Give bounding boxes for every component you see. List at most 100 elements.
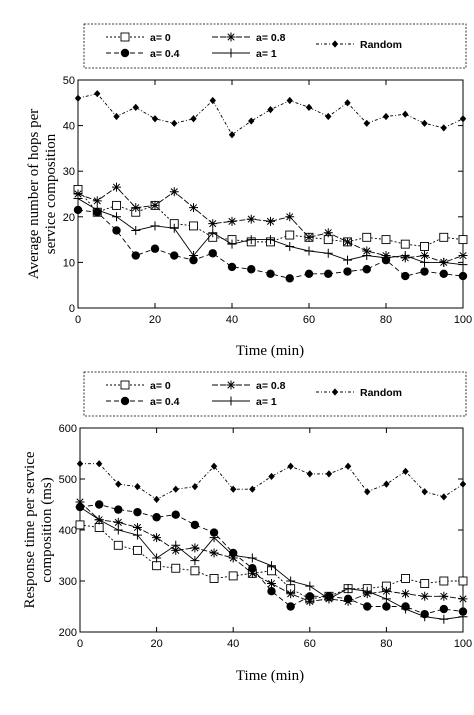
legend: a= 0 a= 0.4 a= 0.8 a= 1 Random	[83, 371, 467, 417]
data-point	[189, 251, 198, 261]
data-point	[439, 576, 449, 586]
data-point	[323, 248, 333, 258]
x-tick-label: 60	[303, 314, 315, 326]
data-point	[439, 257, 449, 267]
data-point	[323, 228, 333, 238]
data-point	[364, 488, 371, 496]
data-point	[171, 119, 178, 127]
data-point	[343, 237, 352, 247]
data-point	[381, 586, 391, 596]
data-point	[75, 497, 85, 507]
data-point	[362, 251, 372, 261]
data-point	[420, 591, 430, 601]
data-point	[285, 212, 295, 222]
data-point	[304, 269, 314, 278]
series-a-0-8	[75, 497, 468, 606]
data-point	[153, 495, 160, 503]
data-point	[440, 493, 448, 501]
legend-item: Random	[316, 39, 402, 51]
data-point	[344, 462, 352, 470]
data-point	[343, 267, 352, 276]
data-point	[92, 205, 102, 215]
series-a-1	[75, 502, 468, 624]
data-point	[362, 265, 371, 274]
data-point	[132, 530, 142, 540]
data-point	[267, 561, 276, 571]
y-tick-label: 200	[59, 627, 77, 639]
legend-item: a= 0.4	[106, 396, 180, 408]
data-point	[267, 106, 274, 114]
y-tick-label: 50	[63, 75, 75, 87]
data-point	[189, 255, 198, 265]
data-point	[75, 502, 85, 512]
data-point	[131, 225, 141, 235]
y-tick-label: 40	[63, 121, 75, 133]
chart-2: a= 0a= 0.4a= 0.8a= 1Random20030040050060…	[22, 371, 472, 684]
data-point	[227, 216, 237, 226]
data-point	[74, 94, 82, 102]
legend-marker	[226, 32, 236, 42]
legend-item: a= 0.4	[106, 48, 180, 60]
data-point	[227, 262, 237, 272]
data-point	[421, 119, 428, 127]
y-tick-label: 400	[59, 525, 77, 537]
data-point	[248, 117, 255, 125]
data-point	[248, 564, 257, 573]
data-point	[115, 480, 122, 488]
data-point	[134, 483, 141, 491]
data-point	[208, 219, 218, 229]
y-tick-label: 300	[59, 576, 77, 588]
legend-marker	[226, 396, 236, 406]
legend-label: a= 0	[150, 380, 171, 392]
legend-marker	[120, 396, 130, 406]
data-point	[324, 269, 333, 278]
data-point	[190, 566, 200, 576]
data-point	[169, 223, 179, 233]
data-point	[420, 251, 429, 261]
data-point	[401, 574, 410, 583]
data-point	[150, 221, 160, 231]
data-point	[362, 232, 372, 242]
data-point	[169, 187, 179, 197]
data-point	[171, 563, 181, 573]
data-point	[440, 124, 447, 132]
legend-label: a= 1	[256, 48, 277, 60]
data-point	[230, 485, 237, 493]
data-point	[420, 579, 430, 588]
data-point	[190, 520, 200, 530]
data-point	[267, 579, 276, 589]
data-point	[94, 500, 104, 509]
x-tick-label: 100	[454, 638, 472, 650]
data-point	[420, 612, 430, 622]
x-axis-title: Time (min)	[236, 343, 304, 359]
data-point	[305, 103, 313, 111]
data-point	[286, 589, 296, 599]
data-point	[458, 251, 468, 261]
data-point	[381, 594, 391, 604]
data-point	[266, 235, 275, 245]
legend-box	[83, 371, 467, 417]
data-point	[458, 271, 468, 281]
data-point	[73, 205, 83, 215]
data-point	[113, 525, 123, 535]
data-point	[172, 485, 179, 493]
data-point	[439, 591, 449, 601]
legend-item: a= 0	[106, 32, 171, 44]
data-point	[286, 96, 293, 105]
legend: a= 0 a= 0.4 a= 0.8 a= 1 Random	[83, 23, 467, 69]
legend-label: a= 0	[150, 32, 171, 44]
y-axis-title: Average number of hops perservice compos…	[26, 109, 59, 280]
data-point	[73, 194, 83, 204]
data-point	[268, 472, 275, 481]
legend-item: a= 0	[106, 380, 171, 392]
data-point	[246, 214, 256, 224]
data-point	[285, 230, 295, 240]
data-point	[304, 246, 314, 256]
y-axis-title-line: service composition	[43, 133, 59, 254]
data-point	[189, 221, 198, 231]
data-point	[400, 239, 410, 249]
data-point	[228, 131, 236, 139]
x-tick-label: 60	[304, 638, 316, 650]
data-point	[306, 470, 313, 478]
data-point	[152, 553, 162, 563]
